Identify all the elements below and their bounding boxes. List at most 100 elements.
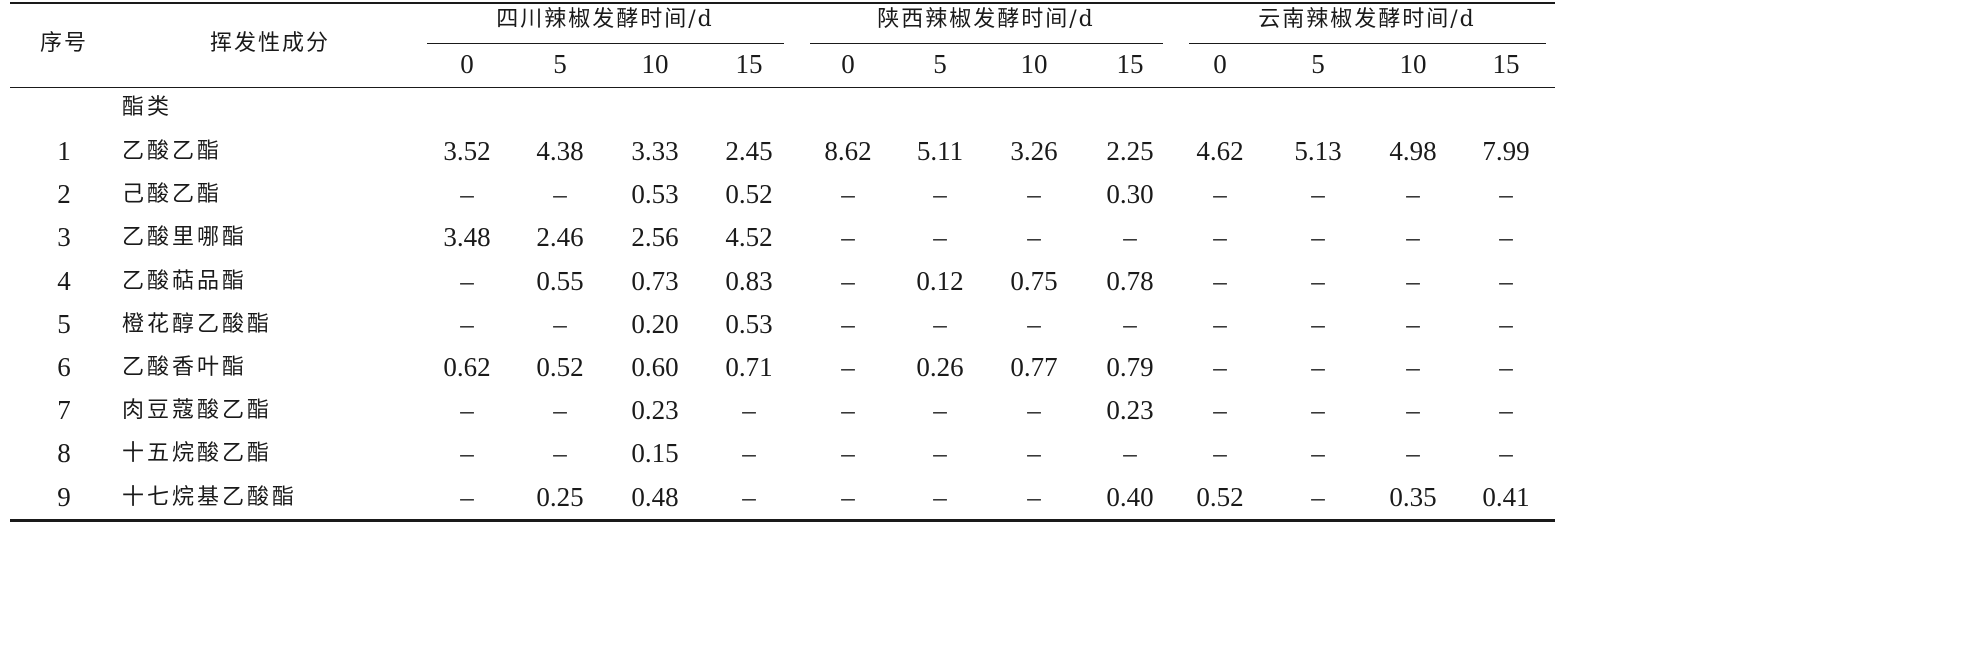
value-cell: – [1311,309,1325,339]
value-cell: 3.48 [443,222,491,252]
value-cell: – [1499,352,1513,382]
compound-name: 乙酸萜品酯 [122,269,248,294]
value-cell: 0.79 [1106,352,1154,382]
day-header-cell: 0 [460,49,474,79]
value-cell: 0.26 [916,352,964,382]
value-cell: 0.52 [725,179,773,209]
value-cell: – [1213,179,1227,209]
day-header-cell: 15 [735,49,763,79]
value-cell: 4.98 [1389,136,1437,166]
group-title: 四川辣椒发酵时间/d [496,7,714,32]
value-cell: – [841,222,855,252]
compound-name: 乙酸里哪酯 [122,225,248,250]
row-index: 4 [57,266,71,296]
value-cell: 4.62 [1196,136,1244,166]
value-cell: 0.40 [1106,482,1154,512]
group-underline-shaanxi [810,43,1163,44]
row-index: 2 [57,179,71,209]
value-cell: – [1123,309,1137,339]
value-cell: – [1406,222,1420,252]
value-cell: – [1311,222,1325,252]
value-cell: – [1406,395,1420,425]
value-cell: 0.77 [1010,352,1058,382]
value-cell: – [1499,309,1513,339]
category-label: 酯类 [122,95,173,120]
value-cell: – [1311,438,1325,468]
value-cell: 0.30 [1106,179,1154,209]
row-index: 7 [57,395,71,425]
day-header-cell: 10 [641,49,669,79]
value-cell: – [1123,438,1137,468]
value-cell: – [1311,266,1325,296]
value-cell: – [1499,395,1513,425]
day-header-cell: 5 [1311,49,1325,79]
day-header-cell: 0 [841,49,855,79]
day-header-cell: 5 [553,49,567,79]
value-cell: – [460,179,474,209]
value-cell: – [1406,179,1420,209]
day-header-cell: 10 [1020,49,1048,79]
day-header-cell: 5 [933,49,947,79]
value-cell: – [1213,352,1227,382]
value-cell: – [553,179,567,209]
row-index: 8 [57,438,71,468]
compound-name: 乙酸乙酯 [122,139,223,164]
value-cell: 2.45 [725,136,773,166]
compound-name: 己酸乙酯 [122,182,223,207]
value-cell: – [460,309,474,339]
compound-name: 橙花醇乙酸酯 [122,312,273,337]
group-underline-yunnan [1189,43,1546,44]
value-cell: – [1027,482,1041,512]
value-cell: 7.99 [1482,136,1530,166]
value-cell: 0.23 [1106,395,1154,425]
group-title: 陕西辣椒发酵时间/d [877,7,1095,32]
value-cell: 0.23 [631,395,679,425]
compound-name: 十七烷基乙酸酯 [122,485,298,510]
value-cell: – [1406,438,1420,468]
value-cell: – [841,482,855,512]
value-cell: 0.52 [1196,482,1244,512]
value-cell: 3.52 [443,136,491,166]
value-cell: – [1499,179,1513,209]
value-cell: 0.60 [631,352,679,382]
value-cell: 0.71 [725,352,773,382]
value-cell: 5.11 [916,136,964,166]
value-cell: 8.62 [824,136,872,166]
value-cell: 2.25 [1106,136,1154,166]
value-cell: 0.83 [725,266,773,296]
value-cell: – [1027,222,1041,252]
value-cell: 0.35 [1389,482,1437,512]
value-cell: 0.41 [1482,482,1530,512]
value-cell: – [1406,352,1420,382]
value-cell: – [1027,395,1041,425]
value-cell: – [933,222,947,252]
value-cell: 0.48 [631,482,679,512]
value-cell: – [1311,352,1325,382]
value-cell: – [841,266,855,296]
value-cell: – [933,309,947,339]
value-cell: – [1311,179,1325,209]
value-cell: – [1027,438,1041,468]
value-cell: – [1213,395,1227,425]
value-cell: 4.52 [725,222,773,252]
day-header-cell: 15 [1492,49,1520,79]
value-cell: – [742,438,756,468]
day-header-cell: 15 [1116,49,1144,79]
group-underline-sichuan [427,43,784,44]
value-cell: 3.26 [1010,136,1058,166]
value-cell: – [933,179,947,209]
value-cell: – [1027,179,1041,209]
value-cell: – [1213,438,1227,468]
header-component: 挥发性成分 [209,31,331,56]
value-cell: – [553,438,567,468]
value-cell: – [460,482,474,512]
value-cell: 3.33 [631,136,679,166]
value-cell: – [1406,309,1420,339]
value-cell: – [460,438,474,468]
table-bottom-rule [10,519,1555,522]
value-cell: 5.13 [1294,136,1342,166]
value-cell: 0.15 [631,438,679,468]
value-cell: – [933,395,947,425]
value-cell: 0.20 [631,309,679,339]
value-cell: – [841,352,855,382]
